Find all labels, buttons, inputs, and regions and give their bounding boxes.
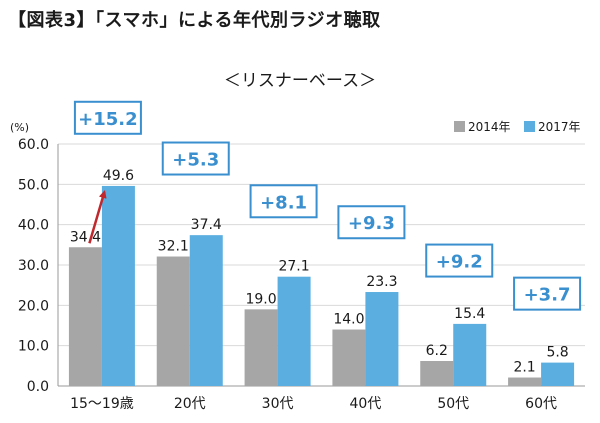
y-tick-label: 0.0 xyxy=(27,379,49,395)
x-category-label: 15〜19歳 xyxy=(70,396,134,412)
y-tick-label: 30.0 xyxy=(18,258,49,274)
x-category-label: 20代 xyxy=(174,396,206,412)
data-label-2017: 49.6 xyxy=(103,168,134,184)
x-category-label: 40代 xyxy=(350,396,382,412)
data-label-2014: 6.2 xyxy=(426,343,448,359)
data-label-2017: 37.4 xyxy=(191,217,222,233)
data-label-2017: 27.1 xyxy=(278,259,309,275)
bar-2014 xyxy=(332,329,366,386)
data-label-2017: 5.8 xyxy=(546,345,568,361)
increase-arrow xyxy=(88,190,107,244)
difference-box xyxy=(337,205,406,240)
data-label-2014: 14.0 xyxy=(333,312,364,328)
y-tick-label: 60.0 xyxy=(18,137,49,153)
difference-box xyxy=(513,276,582,311)
x-category-label: 30代 xyxy=(262,396,294,412)
difference-box xyxy=(249,184,318,219)
legend-swatch xyxy=(524,121,535,132)
difference-label: +15.2 xyxy=(78,109,138,130)
y-tick-label: 10.0 xyxy=(18,339,49,355)
difference-label: +3.7 xyxy=(524,285,571,306)
y-tick-label: 50.0 xyxy=(18,177,49,193)
data-label-2014: 34.4 xyxy=(70,229,101,245)
bar-2014 xyxy=(68,247,102,386)
difference-label: +9.2 xyxy=(436,252,483,273)
bar-2017 xyxy=(277,276,311,386)
bar-2014 xyxy=(244,309,278,386)
difference-box xyxy=(73,100,142,135)
difference-box xyxy=(425,243,494,278)
chart-title: 【図表3】「スマホ」による年代別ラジオ聴取 xyxy=(8,10,381,31)
difference-label: +5.3 xyxy=(172,150,219,171)
bar-2017 xyxy=(541,362,575,386)
x-category-label: 60代 xyxy=(525,396,557,412)
x-category-label: 50代 xyxy=(437,396,469,412)
difference-label: +9.3 xyxy=(348,213,395,234)
bar-2014 xyxy=(420,360,454,386)
bar-2014 xyxy=(156,256,190,386)
difference-box xyxy=(161,141,230,176)
chart-subtitle: ＜リスナーベース＞ xyxy=(223,71,377,91)
data-label-2014: 32.1 xyxy=(158,239,189,255)
y-tick-label: 20.0 xyxy=(18,298,49,314)
data-label-2014: 19.0 xyxy=(245,291,276,307)
bar-2017 xyxy=(453,323,487,386)
bar-2017 xyxy=(365,292,399,386)
legend-label: 2017年 xyxy=(538,120,581,134)
bar-2017 xyxy=(101,185,135,386)
bar-2014 xyxy=(508,377,542,386)
data-label-2014: 2.1 xyxy=(513,360,535,376)
y-tick-label: 40.0 xyxy=(18,218,49,234)
legend-swatch xyxy=(454,121,465,132)
difference-label: +8.1 xyxy=(260,192,307,213)
legend-label: 2014年 xyxy=(468,120,511,134)
y-axis-unit: (%) xyxy=(10,121,29,134)
bar-2017 xyxy=(189,235,223,386)
data-label-2017: 23.3 xyxy=(366,274,397,290)
data-label-2017: 15.4 xyxy=(454,306,485,322)
